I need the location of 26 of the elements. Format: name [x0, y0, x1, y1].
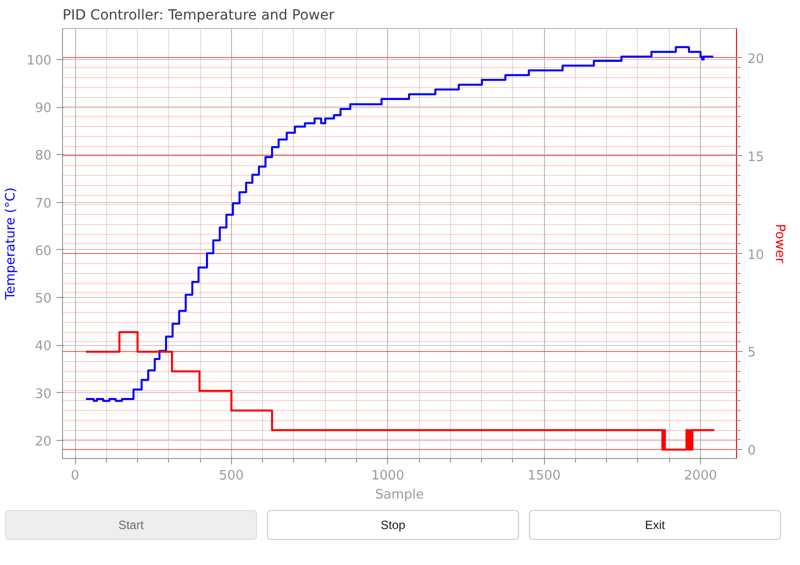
y-tick-label: 50 [34, 292, 52, 307]
y-tick-label: 20 [34, 434, 52, 450]
x-axis-title: Sample [375, 488, 424, 502]
y2-axis-title: Power [772, 224, 788, 264]
text: Exit [529, 510, 781, 540]
y-tick-label: 60 [34, 244, 52, 259]
y-tick-label: 80 [34, 148, 52, 164]
x-tick-label: 0 [70, 468, 80, 484]
x-tick-label: 2000 [684, 468, 718, 484]
y-tick-label: 40 [34, 339, 52, 354]
text: Stop [267, 510, 519, 540]
x-tick-label: 1000 [371, 468, 404, 484]
y2-tick-label: 0 [748, 444, 756, 459]
chart-title: PID Controller: Temperature and Power [62, 8, 335, 24]
text: Start [5, 510, 257, 540]
y-axis-title: Temperature (°C) [4, 187, 19, 301]
y-tick-label: 70 [34, 196, 52, 212]
y2-tick-label: 5 [748, 346, 756, 361]
y2-tick-label: 15 [748, 150, 764, 165]
x-tick-label: 500 [218, 468, 244, 484]
y-tick-label: 30 [34, 386, 52, 402]
y2-tick-label: 10 [748, 248, 764, 263]
y-tick-label: 90 [34, 101, 52, 116]
y2-tick-label: 20 [748, 52, 764, 67]
x-tick-label: 1500 [528, 468, 561, 484]
y-tick-label: 100 [26, 53, 52, 68]
